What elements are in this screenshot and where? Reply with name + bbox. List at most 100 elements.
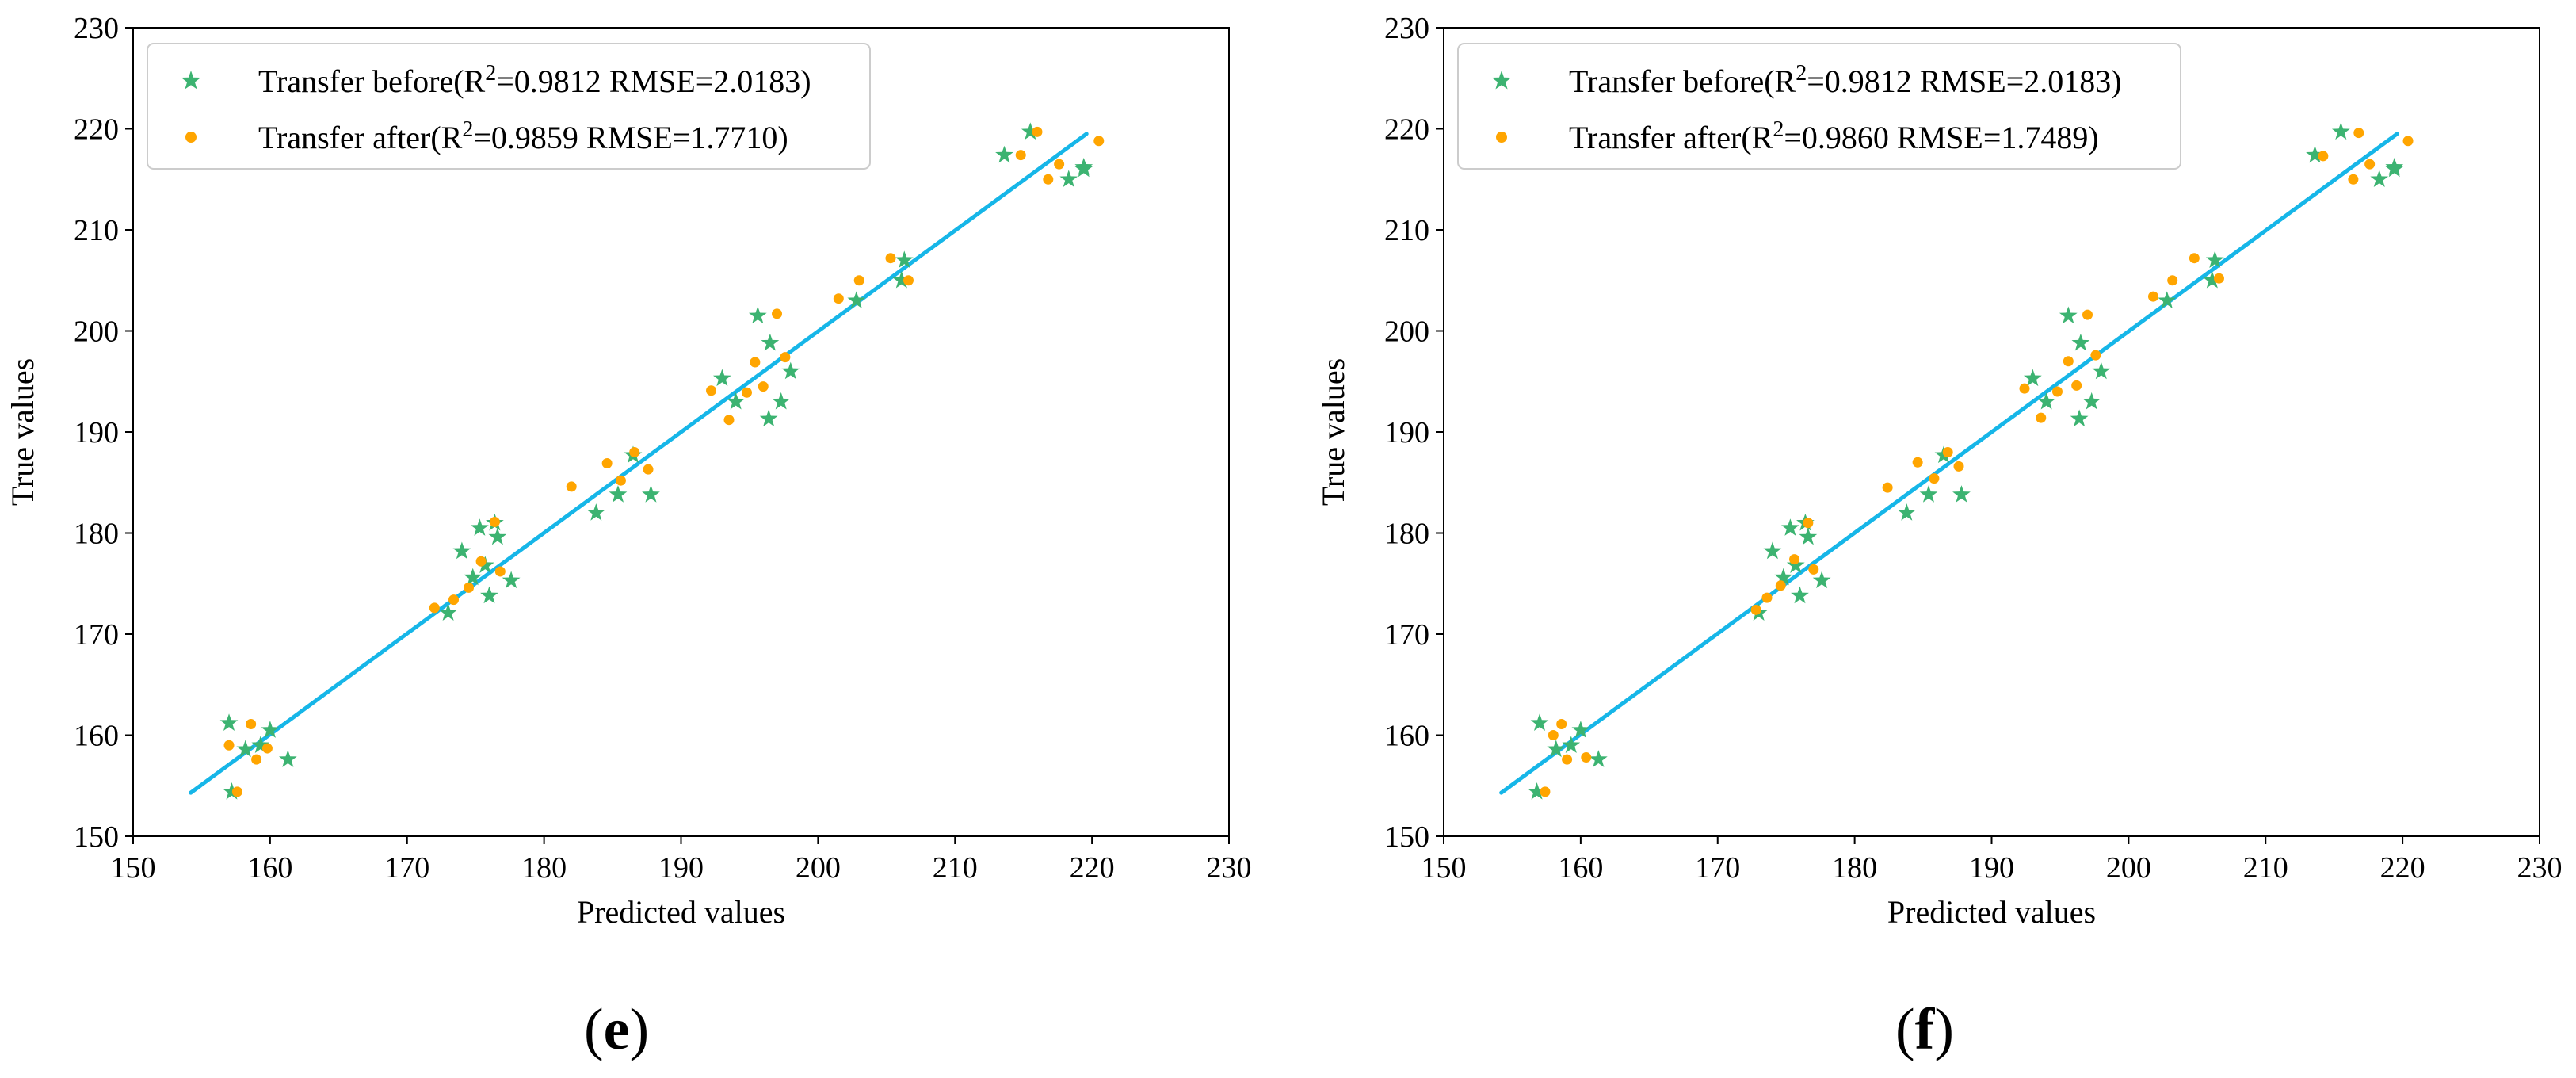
scatter-chart-f: 150 160 170 180 190 200 210 220 230 150 160 170 180 1…	[1315, 12, 2563, 930]
data-point-star	[1799, 527, 1818, 545]
data-point-dot	[1808, 564, 1819, 575]
data-point-star	[1919, 485, 1938, 503]
panel-letter-f: f	[1914, 997, 1935, 1062]
data-point-dot	[2318, 151, 2329, 162]
legend-label: Transfer after(R2=0.9859 RMSE=1.7710)	[258, 117, 788, 156]
y-tick-label: 160	[1384, 720, 1429, 753]
x-axis-label: Predicted values	[1887, 894, 2096, 930]
data-point-star	[772, 392, 791, 410]
data-point-dot	[758, 381, 769, 392]
data-point-dot	[494, 566, 506, 577]
data-point-star	[1791, 586, 1809, 604]
x-tick-label: 210	[933, 851, 978, 885]
data-point-dot	[643, 464, 654, 475]
data-point-dot	[2063, 356, 2074, 367]
data-point-star	[2092, 361, 2111, 380]
x-tick-label: 150	[1422, 851, 1467, 885]
legend: Transfer before(R2=0.9812 RMSE=2.0183) Tr…	[1457, 43, 2181, 170]
y-tick-label: 180	[74, 518, 119, 551]
data-point-star	[995, 145, 1013, 163]
y-tick-label: 190	[1384, 416, 1429, 449]
x-axis-label: Predicted values	[577, 894, 785, 930]
y-tick-label: 150	[74, 820, 119, 854]
data-point-star	[219, 713, 239, 731]
x-tick-label: 190	[658, 851, 704, 885]
data-point-dot	[2402, 136, 2414, 147]
data-point-star	[2059, 306, 2078, 324]
data-point-dot	[1929, 473, 1940, 484]
scatter-chart-e: 150 160 170 180 190 200 210 220 230 150 160 170 180 1…	[5, 12, 1252, 930]
y-tick-label: 220	[74, 113, 119, 147]
data-point-star	[2370, 170, 2389, 187]
data-point-dot	[903, 275, 914, 286]
legend-label: Transfer before(R2=0.9812 RMSE=2.0183)	[258, 61, 811, 100]
x-tick-label: 200	[2106, 851, 2151, 885]
data-point-dot	[1761, 592, 1773, 603]
series-transfer-after	[1540, 128, 2414, 797]
data-point-dot	[251, 754, 262, 765]
x-tick-label: 150	[111, 851, 156, 885]
data-point-dot	[2019, 383, 2030, 394]
data-point-dot	[2213, 273, 2224, 284]
y-tick-label: 170	[74, 618, 119, 652]
data-point-dot	[1750, 604, 1761, 615]
data-point-star	[2082, 392, 2101, 410]
data-point-dot	[464, 582, 475, 593]
data-point-star	[759, 409, 778, 427]
data-point-dot	[1942, 447, 1953, 457]
panel-label-f: (f)	[1895, 997, 1954, 1062]
data-point-dot	[2348, 174, 2359, 185]
x-tick-label: 170	[1695, 851, 1740, 885]
data-point-star	[470, 518, 489, 536]
x-tick-label: 160	[247, 851, 292, 885]
data-point-star	[748, 306, 767, 324]
legend-box	[1457, 43, 2181, 170]
y-tick-label: 180	[1384, 518, 1429, 551]
data-point-star	[278, 750, 297, 767]
x-tick-label: 220	[1070, 851, 1115, 885]
data-point-dot	[2189, 253, 2200, 264]
regression-line	[189, 132, 1089, 795]
data-point-dot	[448, 594, 460, 606]
data-point-dot	[750, 357, 761, 368]
data-point-dot	[429, 602, 440, 614]
data-point-dot	[629, 447, 640, 457]
data-point-dot	[2090, 350, 2101, 361]
x-tick-label: 200	[796, 851, 841, 885]
data-point-dot	[1015, 150, 1026, 161]
data-point-star	[480, 586, 498, 604]
x-tick-label: 230	[2517, 851, 2563, 885]
series-transfer-after	[223, 126, 1105, 797]
data-point-dot	[615, 475, 626, 486]
data-point-star	[1763, 541, 1782, 560]
y-tick-label: 210	[74, 214, 119, 247]
data-point-dot	[1054, 159, 1065, 170]
data-point-dot	[2051, 386, 2063, 397]
y-tick-label: 150	[1384, 820, 1429, 854]
x-tick-label: 220	[2380, 851, 2425, 885]
data-point-dot	[833, 293, 844, 304]
data-point-dot	[1775, 580, 1786, 591]
x-tick-label: 230	[1207, 851, 1252, 885]
data-point-star	[1952, 485, 1971, 503]
data-point-dot	[1953, 461, 1964, 472]
data-point-star	[502, 571, 521, 589]
y-tick-label: 200	[74, 315, 119, 349]
x-tick-label: 210	[2243, 851, 2288, 885]
data-point-star	[452, 541, 471, 560]
data-point-star	[609, 485, 628, 503]
legend: Transfer before(R2=0.9812 RMSE=2.0183) Tr…	[147, 43, 871, 170]
data-point-star	[2070, 409, 2089, 427]
x-tick-label: 190	[1969, 851, 2014, 885]
data-point-dot	[246, 718, 257, 729]
data-point-dot	[2167, 275, 2178, 286]
data-point-dot	[2036, 412, 2047, 423]
data-point-star	[1059, 170, 1078, 187]
data-point-dot	[1043, 174, 1054, 185]
data-point-dot	[1912, 457, 1923, 468]
panel-letter-e: e	[603, 997, 630, 1062]
y-axis-label: True values	[1315, 358, 1351, 506]
y-tick-label: 210	[1384, 214, 1429, 247]
data-point-dot	[2147, 291, 2158, 302]
data-point-dot	[475, 556, 487, 567]
